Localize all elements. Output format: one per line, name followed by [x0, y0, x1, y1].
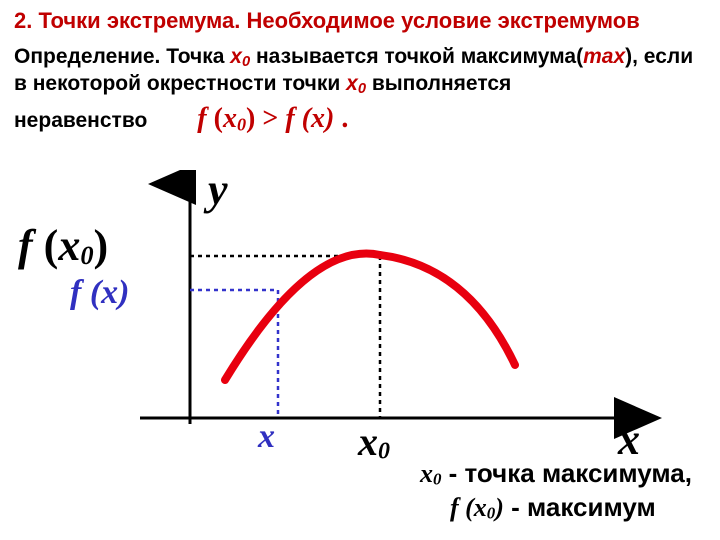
fx0-axis-label: f (x0) — [18, 220, 108, 271]
def-var2: x0 — [346, 72, 366, 95]
def-max: max — [583, 45, 625, 68]
footer-line1: x0 - точка максимума, — [420, 457, 692, 491]
x-tick-label: x — [258, 418, 275, 456]
def-part2: называется точкой максимума( — [250, 45, 583, 68]
slide-title: 2. Точки экстремума. Необходимое условие… — [0, 0, 720, 44]
fx-axis-label: f (x) — [70, 274, 129, 312]
definition-text: Определение. Точка x0 называется точкой … — [0, 44, 720, 99]
y-axis-label: y — [208, 164, 228, 215]
x0-tick-label: x0 — [358, 418, 390, 466]
inequality-expression: f (x0) > f (x) . — [197, 103, 348, 136]
footer-line2: f (x0) - максимум — [420, 491, 692, 525]
inequality-label: неравенство — [14, 109, 147, 133]
inequality-row: неравенство f (x0) > f (x) . — [0, 99, 720, 136]
footer-text: x0 - точка максимума, f (x0) - максимум — [420, 457, 692, 524]
def-part1: Определение. Точка — [14, 45, 230, 68]
function-curve — [225, 254, 515, 380]
def-part4: выполняется — [366, 72, 511, 95]
def-var1: x0 — [230, 45, 250, 68]
chart: y x f (x0) f (x) x x0 — [0, 170, 720, 470]
